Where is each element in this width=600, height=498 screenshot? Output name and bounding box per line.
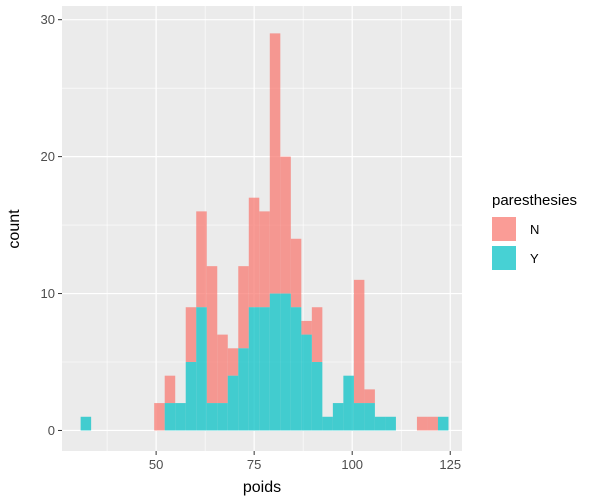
legend: paresthesies N Y bbox=[492, 192, 577, 270]
bar-y bbox=[185, 362, 197, 431]
y-tick-label: 10 bbox=[41, 286, 55, 301]
bar-y bbox=[238, 348, 249, 431]
bar-y bbox=[196, 307, 207, 431]
bar-n bbox=[269, 33, 281, 294]
bar-n bbox=[217, 334, 228, 404]
bar-y bbox=[164, 403, 176, 431]
bar-y bbox=[311, 362, 323, 431]
bar-y bbox=[206, 403, 218, 431]
x-axis-title: poids bbox=[243, 479, 281, 496]
bar-n bbox=[364, 389, 375, 404]
bar-y bbox=[322, 416, 333, 431]
x-tick-label: 75 bbox=[247, 457, 261, 472]
x-tick-label: 50 bbox=[149, 457, 163, 472]
bar-n bbox=[185, 307, 197, 362]
bar-y bbox=[269, 293, 281, 431]
bar-n bbox=[301, 320, 312, 335]
x-tick-label: 125 bbox=[439, 457, 461, 472]
bar-n bbox=[311, 307, 323, 362]
legend-label-n: N bbox=[530, 222, 539, 237]
bar-n bbox=[227, 348, 239, 376]
y-tick-label: 20 bbox=[41, 149, 55, 164]
bar-y bbox=[217, 403, 228, 431]
bars-n bbox=[154, 33, 438, 431]
bar-y bbox=[227, 375, 239, 431]
bar-n bbox=[248, 197, 260, 308]
bar-n bbox=[206, 266, 218, 404]
bar-n bbox=[280, 156, 291, 294]
y-axis: 0 10 20 30 bbox=[41, 12, 62, 438]
bar-y bbox=[374, 416, 386, 431]
bar-y bbox=[290, 307, 302, 431]
bar-y bbox=[364, 403, 375, 431]
legend-key-y bbox=[492, 246, 516, 270]
bars-y bbox=[80, 293, 449, 431]
bar-n bbox=[259, 211, 270, 308]
bar-y bbox=[80, 416, 92, 431]
bar-y bbox=[353, 403, 365, 431]
bar-y bbox=[259, 307, 270, 431]
y-axis-title: count bbox=[6, 209, 23, 249]
x-axis: 50 75 100 125 bbox=[149, 451, 461, 472]
bar-n bbox=[416, 416, 428, 431]
bar-y bbox=[280, 293, 291, 431]
bar-y bbox=[301, 334, 312, 431]
bar-y bbox=[175, 403, 186, 431]
legend-title: paresthesies bbox=[492, 192, 577, 209]
bar-n bbox=[427, 416, 438, 431]
y-tick-label: 0 bbox=[48, 423, 55, 438]
bar-n bbox=[196, 211, 207, 308]
x-tick-label: 100 bbox=[341, 457, 363, 472]
bar-n bbox=[290, 238, 302, 308]
bar-n bbox=[353, 279, 365, 404]
bar-y bbox=[248, 307, 260, 431]
bar-y bbox=[385, 416, 396, 431]
y-tick-label: 30 bbox=[41, 12, 55, 27]
bar-y bbox=[437, 416, 449, 431]
bar-n bbox=[238, 266, 249, 349]
bar-y bbox=[343, 375, 354, 431]
legend-label-y: Y bbox=[530, 251, 539, 266]
bar-n bbox=[154, 403, 165, 431]
bar-y bbox=[332, 403, 344, 431]
bar-n bbox=[164, 375, 176, 404]
legend-key-n bbox=[492, 217, 516, 241]
